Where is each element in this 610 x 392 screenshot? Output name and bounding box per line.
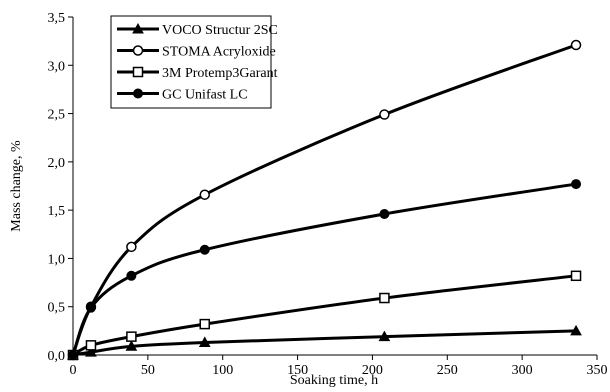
data-point [379,109,390,120]
y-tick-label: 0,0 [48,349,66,364]
data-point [570,39,582,51]
y-tick-label: 0,5 [48,301,66,316]
x-tick-label: 100 [212,363,233,378]
x-tick-label: 50 [141,363,155,378]
x-tick-label: 150 [287,363,308,378]
data-point [198,336,211,347]
legend-label: 3M Protemp3Garant [162,66,278,81]
data-point [126,331,137,342]
y-tick-label: 3,0 [48,59,66,74]
x-tick-label: 0 [70,363,77,378]
x-tick-label: 250 [437,363,458,378]
data-point [570,324,582,336]
legend-label: STOMA Acryloxide [162,45,276,60]
data-point [68,350,78,360]
data-point [199,318,210,330]
legend: VOCO Structur 2SC STOMA Acryloxide 3M Prot… [110,15,278,109]
y-axis-title: Mass change, % [9,140,24,232]
legend-label: VOCO Structur 2SC [162,23,278,38]
x-tick-label: 350 [587,363,608,378]
data-point [570,270,582,282]
data-point [85,340,97,351]
x-tick-label: 300 [512,363,533,378]
data-point [379,292,390,304]
legend-marker [132,22,144,34]
data-point [85,302,96,313]
legend-label: GC Unifast LC [162,88,248,103]
axes: 0 50 100 150 200 250 300 350 0,0 0,5 1,0 1,5 2,0 2,5 3… [48,11,608,378]
data-point [125,340,138,351]
series-1 [67,324,582,360]
series-layer [67,39,582,361]
series-4 [68,179,582,360]
y-tick-label: 2,0 [48,156,66,171]
data-point [199,244,210,255]
data-point [126,270,137,281]
data-point [571,179,582,190]
data-point [126,241,137,253]
y-tick-label: 1,0 [48,252,66,267]
data-point [85,346,97,357]
y-tick-label: 1,5 [48,204,66,219]
series-line [71,182,577,356]
x-tick-label: 200 [362,363,383,378]
legend-marker [132,66,144,78]
legend-marker [133,88,143,99]
series-line [72,274,577,357]
series-3 [67,270,582,361]
data-point [378,330,391,342]
x-axis-title: Soaking time, h [290,373,378,388]
data-point [199,189,210,200]
legend-marker [132,45,144,56]
data-point [379,209,390,220]
y-tick-label: 2,5 [48,108,66,123]
y-tick-label: 3,5 [48,11,66,26]
